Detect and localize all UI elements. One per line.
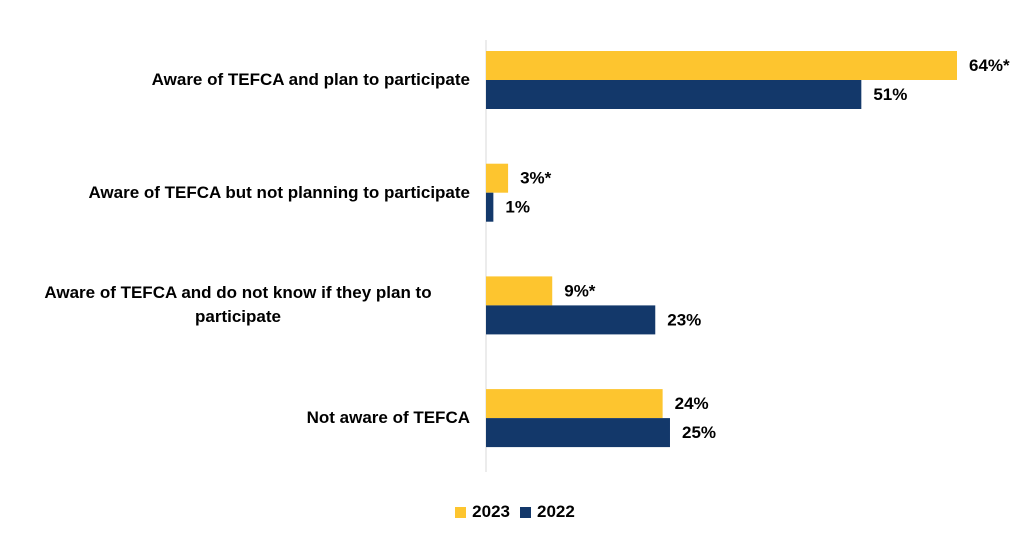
legend-label: 2022 (537, 502, 575, 521)
category-text: Aware of TEFCA and do not know if they p… (44, 283, 432, 327)
legend: 2023 2022 (0, 502, 1024, 522)
value-label: 25% (682, 423, 716, 442)
category-label: Aware of TEFCA and plan to participate (6, 68, 470, 92)
bar (486, 192, 494, 222)
value-label: 64%* (969, 56, 1010, 75)
legend-label: 2023 (472, 502, 510, 521)
legend-item: 2023 (455, 502, 510, 522)
value-label: 1% (505, 198, 530, 217)
bar (486, 305, 656, 335)
value-label: 3%* (520, 169, 552, 188)
value-label: 51% (873, 85, 907, 104)
value-label: 24% (675, 394, 709, 413)
value-label: 9%* (564, 281, 596, 300)
bar (486, 80, 862, 109)
category-text: Not aware of TEFCA (306, 408, 470, 428)
category-label: Aware of TEFCA but not planning to parti… (6, 181, 470, 205)
legend-swatch (455, 506, 467, 518)
bar (486, 389, 663, 419)
bar (486, 51, 957, 80)
bar (486, 276, 553, 306)
category-label: Not aware of TEFCA (6, 406, 470, 430)
bar (486, 163, 509, 193)
legend-swatch (520, 506, 531, 518)
legend-item: 2022 (520, 502, 575, 522)
category-text: Aware of TEFCA but not planning to parti… (88, 182, 470, 202)
value-label: 23% (667, 310, 701, 329)
category-text: Aware of TEFCA and plan to participate (151, 70, 470, 89)
category-label: Aware of TEFCA and do not know if they p… (6, 281, 470, 329)
bar (486, 418, 670, 448)
